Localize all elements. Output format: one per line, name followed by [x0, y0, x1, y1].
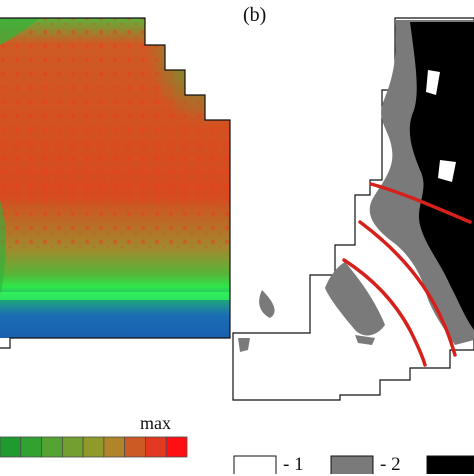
class-legend	[233, 455, 474, 474]
color-scale-cell	[0, 436, 22, 458]
color-scale-cell	[124, 436, 146, 458]
legend-label-class-2: - 2	[380, 454, 401, 475]
legend-label-class-1: - 1	[283, 454, 304, 475]
color-scale-cell	[41, 436, 63, 458]
color-scale-max-label: max	[140, 413, 171, 433]
color-scale-cell	[82, 436, 105, 458]
legend-swatch-class-1	[233, 455, 277, 474]
color-scale-cell	[20, 436, 42, 458]
panel-a-heatmap	[0, 17, 231, 349]
color-scale-cell	[103, 436, 126, 458]
fault-line	[342, 258, 427, 367]
color-scale-bar	[0, 436, 188, 458]
fault-lines	[342, 182, 472, 367]
fault-line	[358, 220, 457, 357]
color-scale-cell	[145, 436, 167, 458]
panel-b-class-map	[232, 17, 474, 401]
color-scale-cell	[165, 436, 188, 458]
panel-b-label: (b)	[243, 4, 267, 26]
legend-swatch-class-2	[330, 455, 374, 474]
legend-swatch-class-3	[426, 455, 474, 474]
fault-line	[369, 182, 472, 224]
color-scale-cell	[61, 436, 84, 458]
